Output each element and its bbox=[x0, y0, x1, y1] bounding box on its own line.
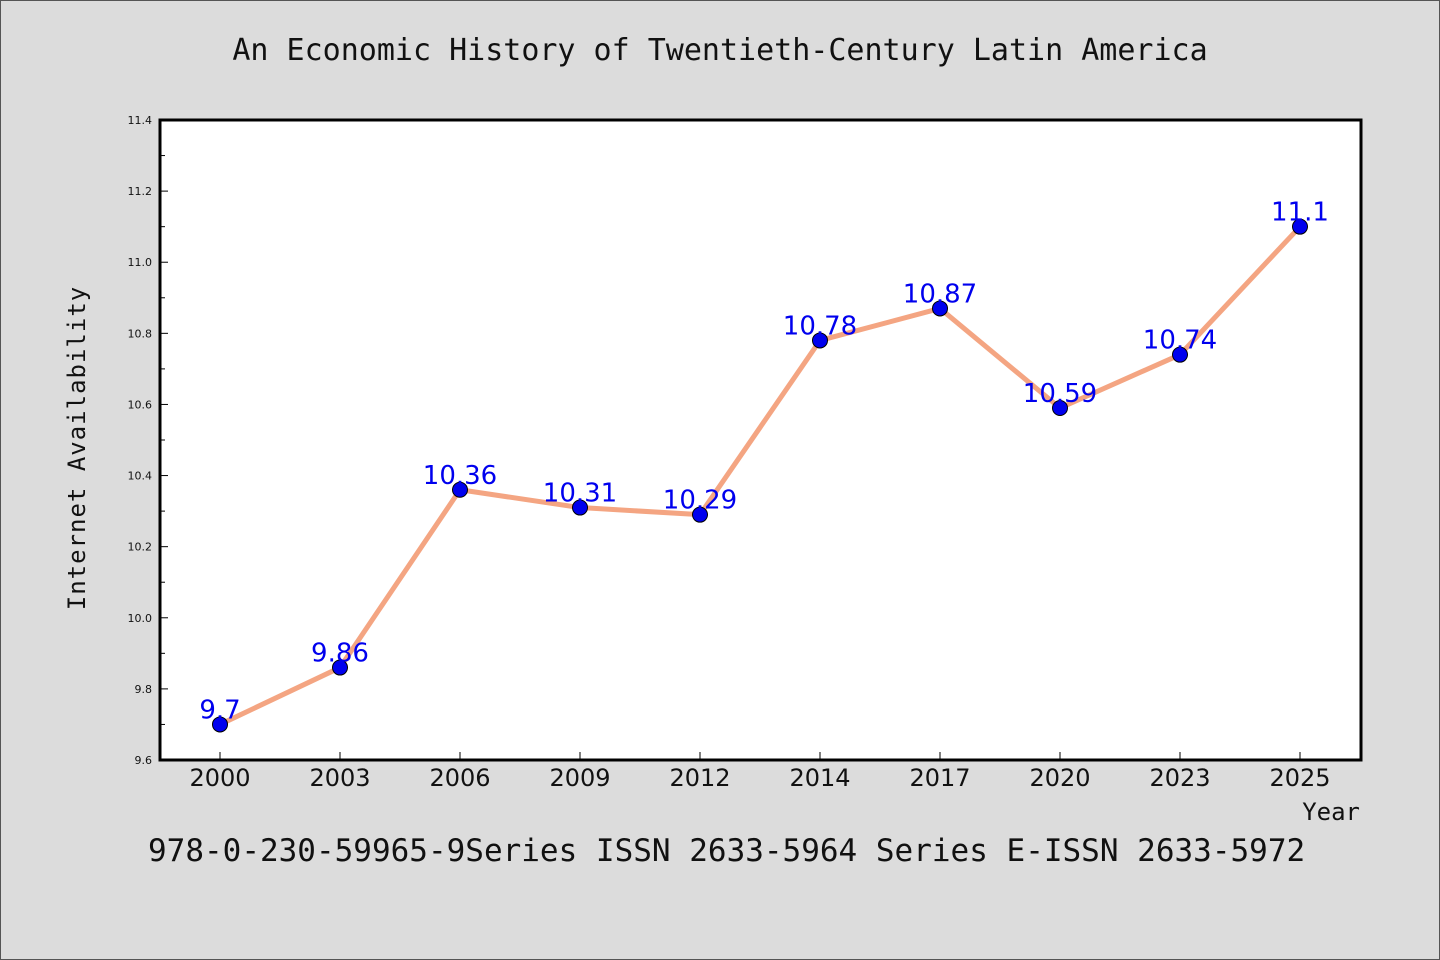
data-label: 10.74 bbox=[1143, 326, 1217, 356]
x-tick-label: 2006 bbox=[429, 764, 490, 792]
data-point bbox=[332, 659, 348, 676]
x-axis: 2000 2003 2006 2009 2012 2014 2017 2020 2023 2025 bbox=[189, 752, 1331, 792]
x-tick-label: 2025 bbox=[1269, 764, 1330, 792]
data-label: 10.36 bbox=[423, 461, 497, 491]
x-axis-label: Year bbox=[1302, 798, 1360, 826]
y-tick-label: 10.6 bbox=[128, 398, 153, 411]
y-axis-label: Internet Availability bbox=[63, 286, 91, 610]
x-tick-label: 2012 bbox=[669, 764, 730, 792]
y-axis: 9.6 9.8 10.0 10.2 10.4 10.6 10.8 11.0 11.2 11.4 bbox=[128, 114, 168, 767]
x-tick-label: 2000 bbox=[189, 764, 250, 792]
plot-area bbox=[158, 118, 1363, 762]
data-markers bbox=[212, 218, 1308, 733]
data-point bbox=[572, 499, 588, 516]
data-point bbox=[692, 506, 708, 523]
y-tick-label: 11.4 bbox=[128, 114, 153, 127]
data-point bbox=[1172, 346, 1188, 363]
y-tick-label: 9.6 bbox=[135, 754, 153, 767]
series-line bbox=[218, 224, 1302, 727]
footer-isbn-text: 978-0-230-59965-9Series ISSN 2633-5964 S… bbox=[148, 833, 1306, 869]
x-tick-label: 2014 bbox=[789, 764, 850, 792]
data-label: 10.87 bbox=[903, 279, 977, 309]
data-label: 10.31 bbox=[543, 479, 617, 509]
data-label: 9.86 bbox=[311, 639, 369, 669]
x-tick-label: 2017 bbox=[909, 764, 970, 792]
data-label: 9.7 bbox=[199, 695, 240, 725]
x-tick-label: 2020 bbox=[1029, 764, 1090, 792]
data-point bbox=[1292, 218, 1308, 235]
data-point bbox=[1052, 400, 1068, 416]
y-tick-label: 9.8 bbox=[135, 683, 153, 696]
data-label: 11.1 bbox=[1271, 198, 1329, 228]
chart-title: An Economic History of Twentieth-Century… bbox=[232, 33, 1208, 68]
y-tick-label: 11.2 bbox=[128, 185, 153, 198]
data-label: 10.29 bbox=[663, 486, 737, 516]
data-point bbox=[932, 300, 948, 317]
y-tick-label: 10.2 bbox=[128, 541, 153, 554]
data-point bbox=[212, 716, 228, 733]
data-label: 10.78 bbox=[783, 311, 857, 341]
data-labels: 9.7 9.86 10.36 10.31 10.29 10.78 10.87 10.59 10.… bbox=[199, 198, 1329, 726]
y-tick-label: 10.4 bbox=[128, 470, 153, 483]
y-tick-label: 10.8 bbox=[128, 327, 153, 340]
y-tick-label: 11.0 bbox=[128, 256, 153, 269]
y-tick-label: 10.0 bbox=[128, 612, 153, 625]
data-label: 10.59 bbox=[1023, 379, 1097, 409]
x-tick-label: 2009 bbox=[549, 764, 610, 792]
x-tick-label: 2023 bbox=[1149, 764, 1210, 792]
data-point bbox=[812, 332, 828, 349]
x-tick-label: 2003 bbox=[309, 764, 370, 792]
data-point bbox=[452, 481, 468, 498]
